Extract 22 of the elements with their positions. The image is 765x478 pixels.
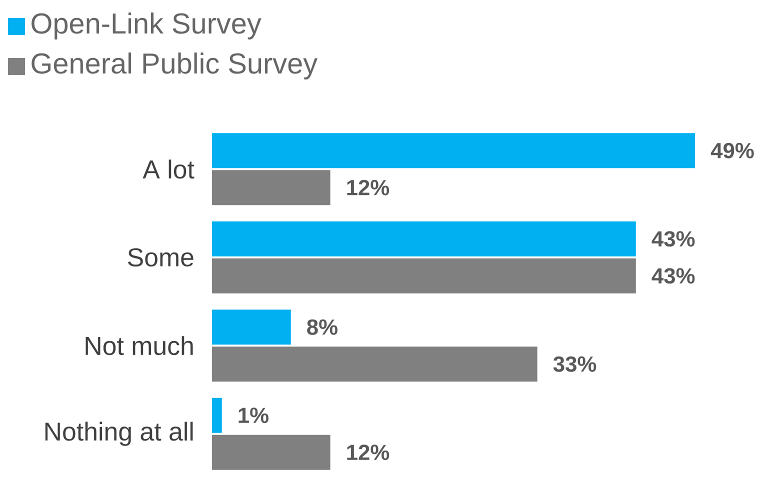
data-label: 8% <box>307 319 338 335</box>
bar <box>212 346 538 382</box>
y-tick-label: Nothing at all <box>45 422 193 446</box>
data-label: 43% <box>652 231 695 247</box>
y-tick-label: Some <box>128 248 194 267</box>
bar <box>212 258 636 294</box>
data-label: 1% <box>238 408 268 424</box>
legend-label: Open-Link Survey <box>32 12 262 40</box>
data-label: 12% <box>347 180 390 196</box>
data-label: 49% <box>710 142 754 158</box>
bar <box>212 133 696 168</box>
bar <box>212 221 636 256</box>
data-label: 33% <box>553 356 596 372</box>
data-label: 12% <box>347 444 390 460</box>
legend-label: General Public Survey <box>32 52 318 80</box>
bar <box>212 170 330 206</box>
bar <box>212 398 222 433</box>
data-label: 43% <box>652 268 695 284</box>
bar <box>212 310 291 345</box>
bar <box>212 434 330 470</box>
y-tick-label: Not much <box>86 336 193 356</box>
y-tick-label: A lot <box>142 160 194 179</box>
